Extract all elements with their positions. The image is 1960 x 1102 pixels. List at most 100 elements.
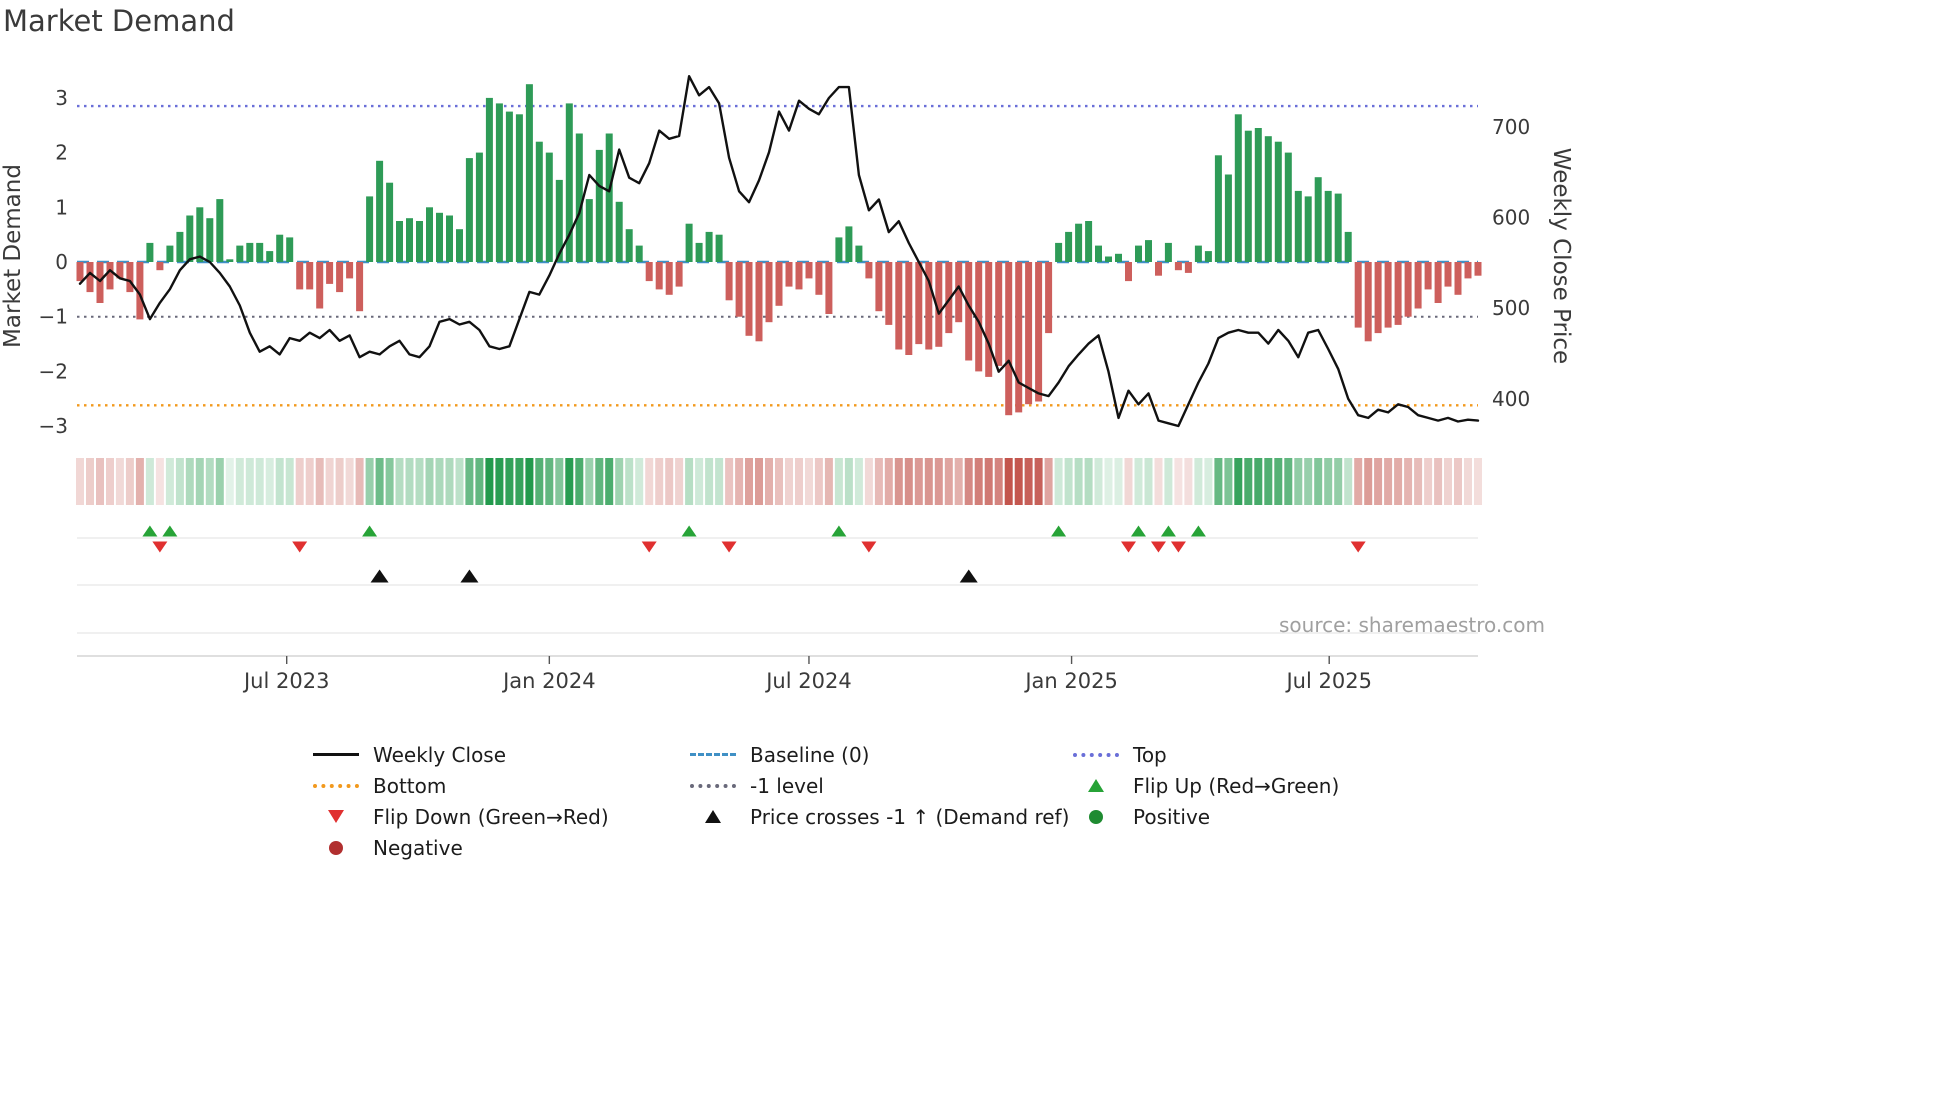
demand-bar [945, 262, 953, 334]
heatmap-cell [225, 458, 234, 505]
price-cross-marker [460, 569, 479, 583]
demand-bar [805, 262, 813, 279]
heatmap-cell [635, 458, 644, 505]
heatmap-cell [535, 458, 544, 505]
flip-up-marker [362, 525, 378, 537]
left-tick-label: 0 [55, 250, 68, 274]
demand-bar [1194, 245, 1202, 262]
demand-bar [1184, 262, 1192, 273]
heatmap-cell [904, 458, 913, 505]
demand-bar [985, 262, 993, 377]
heatmap-cell [235, 458, 244, 505]
demand-bar [146, 242, 154, 262]
solid-line-icon [313, 753, 359, 756]
demand-bar [216, 199, 224, 262]
heatmap-cell [1364, 458, 1373, 505]
heatmap-cell [1014, 458, 1023, 505]
demand-bar [635, 245, 643, 262]
heatmap-cell [485, 458, 494, 505]
heatmap-cell [1024, 458, 1033, 505]
heatmap-cell [305, 458, 314, 505]
heatmap-cell [475, 458, 484, 505]
x-tick-label: Jul 2024 [764, 669, 851, 693]
flip-down-swatch [313, 810, 359, 823]
left-axis-title: Market Demand [0, 164, 26, 348]
demand-bar [495, 103, 503, 263]
demand-bar [1284, 152, 1292, 262]
demand-bar [1224, 174, 1232, 262]
demand-bar [1075, 223, 1083, 262]
demand-bar [675, 262, 683, 287]
heatmap-cell [605, 458, 614, 505]
heatmap-cell [1234, 458, 1243, 505]
heatmap-cell [695, 458, 704, 505]
heatmap-cell [575, 458, 584, 505]
dotted-line-icon [313, 783, 359, 788]
heatmap-cell [445, 458, 454, 505]
demand-bar [725, 262, 733, 301]
demand-bar [1135, 245, 1142, 262]
heatmap-cell [944, 458, 953, 505]
demand-bar [935, 262, 943, 347]
source-text: source: sharemaestro.com [1279, 613, 1545, 637]
demand-bar [1164, 242, 1172, 262]
legend-item-flip-down: Flip Down (Green→Red) [313, 801, 609, 832]
dashed-line-icon [690, 753, 736, 756]
demand-bar [655, 262, 663, 290]
heatmap-cell [1354, 458, 1363, 505]
heatmap-cell [115, 458, 124, 505]
triangle-up-icon [1088, 779, 1104, 792]
price-cross-swatch [690, 810, 736, 823]
demand-bar [1095, 245, 1102, 262]
demand-bar [336, 262, 344, 293]
demand-bar [1105, 256, 1112, 262]
demand-bar [1145, 240, 1152, 262]
demand-bar [1085, 221, 1093, 262]
demand-bar [286, 237, 294, 262]
heatmap-cell [814, 458, 823, 505]
demand-bar [1444, 262, 1452, 287]
heatmap-cell [265, 458, 274, 505]
heatmap-cell [1164, 458, 1173, 505]
demand-bar [276, 234, 284, 262]
left-tick-label: 3 [55, 86, 68, 110]
demand-bar [366, 196, 374, 262]
heatmap-cell [844, 458, 853, 505]
dotted-line-icon [690, 783, 736, 788]
demand-bar [256, 242, 264, 262]
demand-bar [316, 262, 324, 309]
heatmap-cell [745, 458, 753, 505]
heatmap-cell [1404, 458, 1413, 505]
flip-up-marker [681, 525, 697, 537]
demand-bar [535, 141, 543, 262]
demand-bar [545, 152, 553, 262]
demand-bar [745, 262, 753, 336]
heatmap-cell [1374, 458, 1383, 505]
heatmap-cell [545, 458, 554, 505]
legend-label: Negative [373, 835, 463, 860]
demand-bar [236, 245, 244, 262]
legend-label: Flip Down (Green→Red) [373, 804, 609, 829]
heatmap-cell [1394, 458, 1403, 505]
demand-bar [705, 231, 713, 262]
positive-swatch [1073, 809, 1119, 824]
demand-bar [795, 262, 803, 290]
demand-bar [166, 245, 174, 262]
heatmap-cell [1214, 458, 1223, 505]
heatmap-cell [934, 458, 943, 505]
demand-bar [1424, 262, 1432, 290]
demand-bar [565, 103, 573, 263]
demand-bar [735, 262, 743, 317]
legend-item-bottom: Bottom [313, 770, 609, 801]
flip-up-marker [1160, 525, 1176, 537]
demand-bar [1334, 193, 1342, 262]
circle-icon [329, 840, 343, 855]
heatmap-cell [515, 458, 524, 505]
demand-bar [825, 262, 833, 314]
heatmap-cell [1384, 458, 1393, 505]
heatmap-cell [765, 458, 773, 505]
demand-bar [645, 262, 653, 282]
heatmap-cell [735, 458, 744, 505]
heatmap-cell [365, 458, 374, 505]
price-cross-marker [959, 569, 978, 583]
